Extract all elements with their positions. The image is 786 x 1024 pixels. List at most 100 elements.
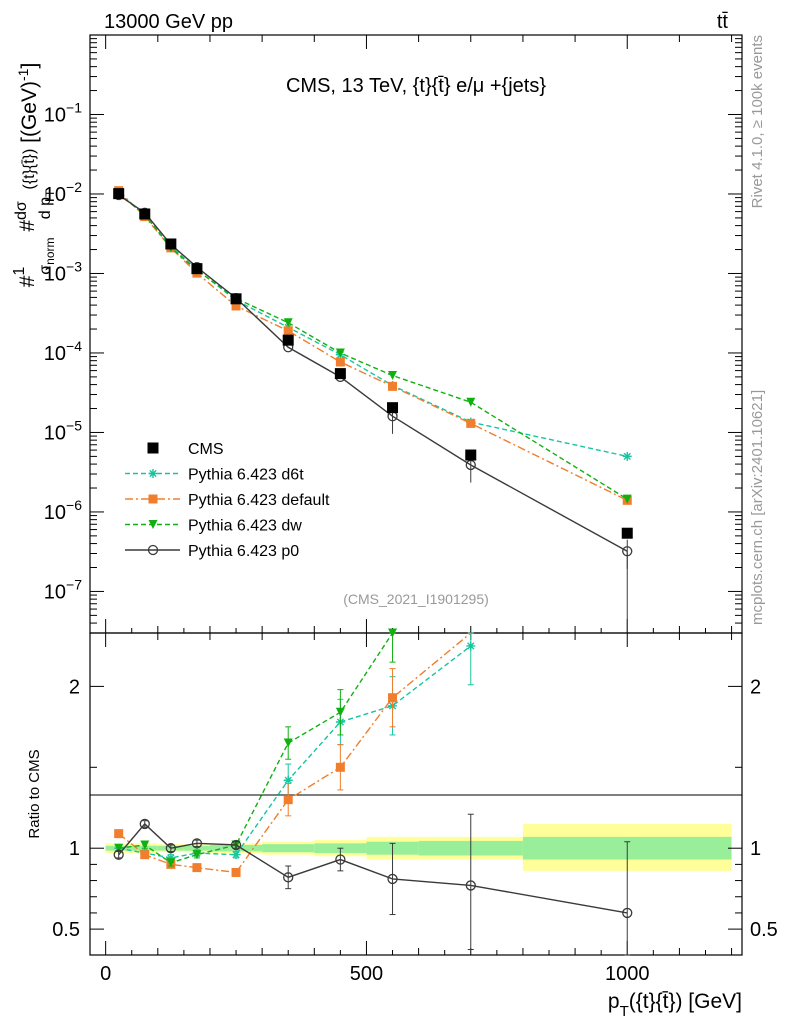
ratio-y-tick-label: 0.5: [52, 919, 80, 941]
main-series-marker: [231, 301, 241, 311]
main-y-tick-label: 10−6: [44, 497, 82, 524]
rivet-version-label: Rivet 4.1.0, ≥ 100k events: [749, 35, 766, 208]
ratio-plot-frame: [89, 632, 743, 956]
main-series-layer: [113, 186, 633, 633]
main-series-marker: [466, 418, 476, 428]
ratio-series-line: [118, 822, 628, 914]
main-y-tick-exponent: −4: [66, 338, 82, 354]
ratio-series-marker: [622, 907, 633, 919]
ratio-y-tick-label-right: 1: [750, 838, 761, 860]
legend-marker: [148, 494, 158, 504]
ratio-y-tick-label: 2: [69, 676, 80, 698]
main-series-line: [118, 194, 628, 552]
ratio-y-tick-label-right: 2: [750, 676, 761, 698]
ratio-series-marker: [231, 850, 241, 860]
cms-data-marker: [621, 527, 633, 539]
ratio-series-marker: [283, 775, 293, 785]
ratio-series-marker: [335, 707, 345, 717]
main-y-tick-label: 10−3: [44, 258, 82, 285]
ratio-series-marker: [139, 818, 150, 830]
ratio-series-marker: [283, 872, 294, 883]
ratio-series-marker: [230, 839, 242, 851]
ratio-series-marker: [192, 850, 202, 860]
legend-label: Pythia 6.423 default: [188, 492, 330, 509]
main-y-tick-label: 10−5: [44, 417, 82, 444]
ratio-series-marker: [113, 849, 124, 860]
ratio-series-marker: [335, 762, 345, 772]
ratio-series-marker: [114, 843, 124, 853]
ratio-series-marker: [114, 829, 124, 839]
ratio-series-layer: [113, 628, 633, 956]
x-tick-label: 1000: [605, 963, 650, 985]
legend-marker: [147, 442, 159, 454]
analysis-id-label: (CMS_2021_I1901295): [343, 591, 489, 607]
main-series-line: [118, 192, 628, 458]
main-series-marker: [283, 326, 293, 336]
main-axis-ticks: 10−7 10−6 10−5 10−4 10−3 10−2 10−1: [44, 35, 742, 955]
main-y-tick-exponent: −6: [66, 497, 82, 513]
x-tick-label: 500: [350, 963, 383, 985]
legend-marker: [147, 544, 159, 556]
ratio-series-marker: [192, 863, 202, 873]
ratio-series-marker: [191, 838, 203, 849]
ratio-series-marker: [283, 795, 293, 805]
ratio-series-marker: [140, 840, 150, 850]
main-y-tick-exponent: −7: [66, 576, 82, 592]
main-y-tick-label: 10−1: [44, 99, 82, 126]
ratio-series-marker: [388, 693, 398, 703]
analysis-title: CMS, 13 TeV, {t}{t̄} e/μ +{jets}: [286, 75, 546, 97]
cms-data-marker: [113, 188, 125, 200]
ratio-series-marker: [166, 853, 176, 863]
ratio-series-marker: [140, 850, 150, 860]
ratio-series-marker: [466, 641, 476, 651]
ratio-series-marker: [387, 873, 398, 885]
cms-data-marker: [191, 263, 203, 275]
process-label: tt̄: [717, 11, 729, 33]
mcplots-source-label: mcplots.cern.ch [arXiv:2401.10621]: [749, 390, 766, 625]
ratio-series-line: [118, 632, 472, 874]
ratio-y-axis-label: Ratio to CMS: [26, 749, 43, 838]
main-y-tick-exponent: −2: [66, 179, 82, 195]
legend: CMS Pythia 6.423 d6t Pythia 6.423 default P…: [125, 441, 330, 560]
main-y-tick-exponent: −3: [66, 258, 82, 274]
ratio-series-marker: [165, 843, 176, 854]
ratio-series-marker: [231, 867, 241, 877]
main-y-tick-label: 10−4: [44, 338, 82, 365]
x-axis-label: pT({t}{t̄}) [GeV]: [608, 990, 742, 1020]
main-series-marker: [335, 348, 345, 358]
legend-marker: [148, 469, 158, 478]
ratio-axis-ticks: 0.5 0.5 1 1 2 2 0 500 1000: [52, 676, 778, 985]
ratio-series-marker: [283, 738, 293, 748]
main-series-marker: [388, 371, 398, 381]
legend-label: Pythia 6.423 dw: [188, 518, 302, 535]
main-series-line: [118, 193, 628, 500]
main-y-tick-exponent: −5: [66, 417, 82, 433]
main-series-marker: [622, 451, 632, 461]
main-series-line: [118, 190, 628, 501]
ratio-series-marker: [465, 880, 476, 891]
main-series-marker: [388, 381, 398, 391]
svg-text:pT({t}{t̄}) [GeV]: pT({t}{t̄}) [GeV]: [608, 990, 742, 1020]
main-series-marker: [622, 494, 632, 504]
ratio-series-marker: [388, 628, 398, 638]
ratio-stat-band: [262, 844, 315, 853]
ratio-series-marker: [166, 858, 176, 868]
main-y-tick-exponent: −1: [66, 99, 82, 115]
main-y-tick-label: 10−2: [44, 179, 82, 206]
cms-data-marker: [334, 368, 346, 380]
ratio-series-line: [118, 632, 394, 864]
legend-label: CMS: [188, 441, 224, 458]
ratio-y-tick-label: 1: [69, 838, 80, 860]
cms-data-marker: [282, 334, 294, 346]
cms-data-marker: [139, 208, 151, 220]
legend-marker: [148, 520, 158, 529]
energy-label: 13000 GeV pp: [104, 11, 233, 33]
main-y-tick-label: 10−7: [44, 576, 82, 603]
cms-data-marker: [230, 293, 242, 305]
cms-data-marker: [387, 402, 399, 414]
legend-label: Pythia 6.423 d6t: [188, 467, 304, 484]
ratio-series-marker: [335, 854, 346, 865]
cms-data-marker: [465, 449, 477, 461]
